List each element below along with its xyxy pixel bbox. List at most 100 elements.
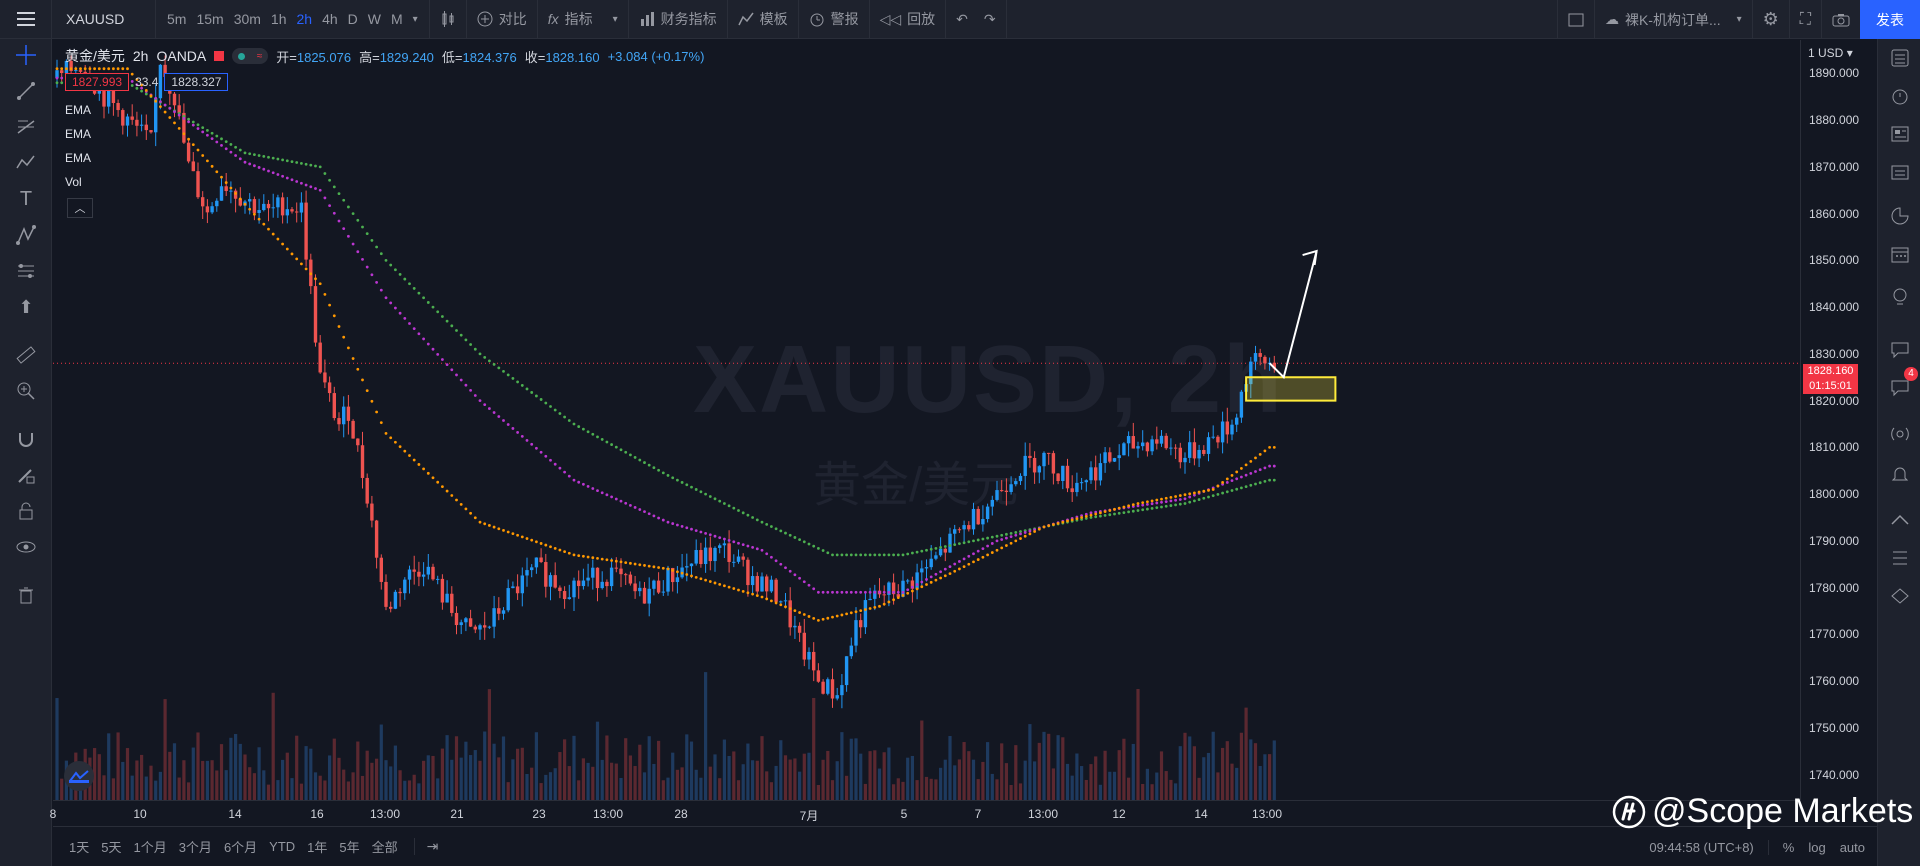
trash-icon[interactable]: [10, 581, 42, 609]
range-button[interactable]: 全部: [371, 840, 398, 855]
price-scale[interactable]: 1890.000 1880.000 1870.000 1860.000 1850.000…: [1800, 40, 1877, 800]
indicators-button[interactable]: fx 指标 ▾: [538, 0, 629, 39]
redo-icon[interactable]: ↷: [983, 10, 996, 27]
indicator-item[interactable]: EMA: [65, 127, 92, 141]
percent-toggle[interactable]: %: [1767, 839, 1794, 855]
volume-bar: [1047, 733, 1051, 800]
ema-slow-point: [873, 553, 877, 557]
symbol-search-button[interactable]: XAUUSD: [52, 0, 156, 39]
log-toggle[interactable]: log: [1808, 839, 1826, 855]
range-button[interactable]: 1年: [307, 840, 328, 855]
layout-toggle-button[interactable]: [1556, 0, 1594, 39]
notifications-icon[interactable]: 4: [1885, 367, 1918, 403]
indicator-item[interactable]: Vol: [65, 175, 82, 189]
alert-button[interactable]: 警报: [799, 0, 870, 39]
zoom-in-icon[interactable]: [10, 377, 42, 405]
interval-30m[interactable]: 30m: [233, 11, 261, 27]
news-icon[interactable]: [1885, 119, 1915, 149]
ema-slow-point: [1009, 531, 1013, 535]
price-chart[interactable]: [53, 40, 1800, 800]
time-tick: 12: [1112, 807, 1126, 821]
volume-bar: [1094, 756, 1098, 800]
bell-icon[interactable]: [1885, 459, 1915, 489]
range-button[interactable]: 5年: [339, 840, 360, 855]
market-status-toggle[interactable]: ≈: [232, 48, 269, 64]
range-button[interactable]: 3个月: [178, 840, 212, 855]
auto-toggle[interactable]: auto: [1839, 839, 1865, 855]
chart-pane[interactable]: XAUUSD, 2h 黄金/美元: [53, 40, 1877, 826]
watchlist-icon[interactable]: [1885, 43, 1915, 73]
templates-button[interactable]: 模板: [728, 0, 799, 39]
ema-fast-point: [605, 558, 609, 562]
magnet-icon[interactable]: [10, 425, 42, 453]
compare-button[interactable]: 对比: [467, 0, 538, 39]
range-button[interactable]: YTD: [269, 839, 296, 854]
buy-price-button[interactable]: 1828.327: [164, 73, 229, 91]
volume-bar: [473, 750, 477, 800]
snapshot-button[interactable]: [1821, 0, 1860, 39]
ema-mid-point: [976, 549, 980, 553]
interval-4h[interactable]: 4h: [322, 11, 338, 27]
candle-body: [605, 581, 609, 587]
menu-icon[interactable]: [0, 0, 52, 39]
settings-button[interactable]: ⚙: [1751, 0, 1789, 39]
fullscreen-button[interactable]: ⛶: [1788, 0, 1821, 39]
prediction-icon[interactable]: [10, 221, 42, 249]
clock[interactable]: 09:44:58 (UTC+8): [1649, 839, 1754, 855]
chevron-down-icon[interactable]: ▾: [412, 13, 418, 25]
ema-slow-point: [441, 315, 444, 318]
interval-1h[interactable]: 1h: [270, 11, 287, 27]
pattern-icon[interactable]: [10, 149, 42, 177]
ideas-icon[interactable]: [1885, 282, 1915, 312]
chart-type-button[interactable]: [430, 0, 467, 39]
measure-lines-icon[interactable]: [10, 257, 42, 285]
candle-body: [102, 88, 106, 107]
drawing-toolbar: T ⬆: [0, 39, 52, 866]
time-scale[interactable]: 8 10 14 16 13:00 21 23 13:00 28 7月 5 7 13:00 12 14 13:0…: [50, 800, 1800, 826]
streams-icon[interactable]: [1885, 419, 1915, 449]
range-button[interactable]: 6个月: [223, 840, 258, 855]
ema-fast-point: [647, 564, 651, 568]
layers-icon[interactable]: [1885, 581, 1915, 611]
ruler-icon[interactable]: [10, 341, 42, 369]
lock-drawing-icon[interactable]: [10, 461, 42, 489]
eye-icon[interactable]: [10, 533, 42, 561]
indicator-item[interactable]: EMA: [65, 151, 92, 165]
replay-button[interactable]: ◁◁ 回放: [870, 0, 947, 39]
hotlist-icon[interactable]: [1885, 201, 1915, 231]
chevron-icon[interactable]: [1885, 505, 1915, 535]
interval-5m[interactable]: 5m: [167, 11, 187, 27]
range-button[interactable]: 5天: [101, 840, 122, 855]
crosshair-icon[interactable]: [10, 41, 42, 69]
interval-M[interactable]: M: [391, 11, 403, 27]
data-window-icon[interactable]: [1885, 157, 1915, 187]
interval-W[interactable]: W: [367, 11, 381, 27]
calendar-icon[interactable]: [1885, 239, 1915, 269]
range-button[interactable]: 1个月: [133, 840, 167, 855]
indicator-item[interactable]: EMA: [65, 103, 92, 117]
dom-icon[interactable]: [1885, 543, 1915, 573]
fib-retracement-icon[interactable]: [10, 113, 42, 141]
collapse-legend-button[interactable]: ︿: [67, 198, 93, 218]
tradingview-logo[interactable]: [64, 761, 94, 791]
date-range-icon[interactable]: ⇥: [413, 838, 438, 855]
ema-fast-point: [878, 604, 881, 608]
layout-name-button[interactable]: ☁ 裸K-机构订单... ▾: [1593, 0, 1752, 39]
ema-fast-point: [379, 421, 383, 425]
financials-button[interactable]: 财务指标: [629, 0, 728, 39]
ema-mid-point: [206, 133, 209, 137]
sell-price-button[interactable]: 1827.993: [65, 73, 130, 91]
interval-2h[interactable]: 2h: [296, 11, 313, 27]
undo-icon[interactable]: ↶: [956, 10, 968, 27]
text-tool-icon[interactable]: T: [19, 187, 33, 210]
alerts-icon[interactable]: [1885, 81, 1915, 111]
lock-icon[interactable]: [10, 497, 42, 525]
interval-15m[interactable]: 15m: [196, 11, 224, 27]
interval-D[interactable]: D: [347, 11, 358, 27]
range-button[interactable]: 1天: [69, 840, 90, 855]
publish-button[interactable]: 发表: [1860, 0, 1920, 39]
ema-slow-point: [469, 343, 472, 346]
chat-icon[interactable]: [1885, 335, 1915, 365]
trend-line-icon[interactable]: [10, 77, 42, 105]
arrow-up-icon[interactable]: ⬆: [18, 296, 34, 317]
